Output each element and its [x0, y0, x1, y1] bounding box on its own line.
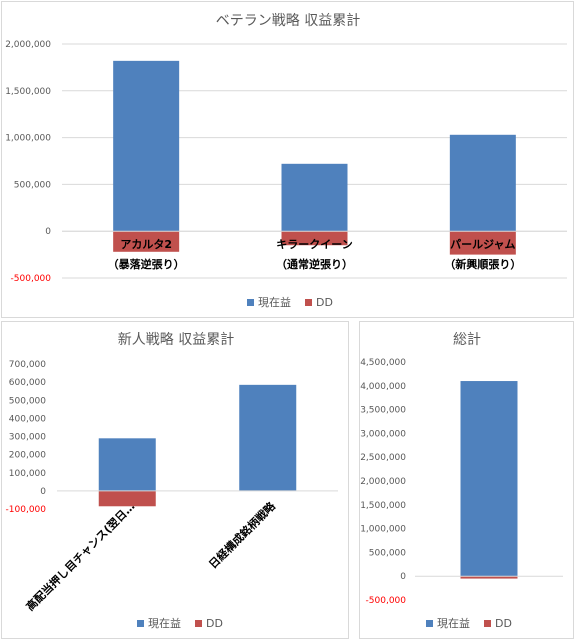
chart-total-svg: 総計 -500,000 0 500,000 1,000,000 1,500,000 2,00… [360, 332, 563, 630]
y-tick-label: -500,000 [366, 596, 407, 606]
profit-bar [281, 163, 348, 232]
legend-label-dd: DD [495, 617, 512, 630]
y-tick-label: 500,000 [369, 548, 406, 558]
y-tick-label: 1,500,000 [5, 87, 51, 97]
legend-label-profit: 現在益 [148, 616, 181, 630]
dd-bar [98, 490, 156, 507]
y-tick-label: 0 [45, 227, 51, 237]
category-label: 日経構成銘柄戦略 [206, 498, 279, 571]
y-tick-label: 1,000,000 [5, 134, 51, 144]
y-tick-label: 700,000 [9, 360, 46, 370]
chart-title: 新人戦略 収益累計 [118, 332, 234, 348]
y-tick-label: -100,000 [6, 505, 47, 515]
y-tick-label: 600,000 [9, 378, 46, 388]
profit-bar [239, 384, 297, 491]
y-tick-label: 2,000,000 [360, 477, 406, 487]
y-tick-label: 400,000 [9, 414, 46, 424]
dd-bar [281, 231, 348, 246]
profit-bar [98, 438, 156, 491]
y-tick-label: 300,000 [9, 433, 46, 443]
category-label: アカルタ2 [120, 238, 172, 251]
dd-bar [449, 231, 516, 255]
dd-bar [113, 231, 180, 252]
y-tick-label: 0 [40, 487, 46, 497]
legend-label-dd: DD [206, 617, 223, 630]
y-tick-label: 4,500,000 [360, 358, 406, 368]
y-tick-label: 2,000,000 [5, 40, 51, 50]
y-tick-label: 2,500,000 [360, 453, 406, 463]
y-tick-label: -500,000 [11, 274, 52, 284]
chart-total: 総計 -500,000 0 500,000 1,000,000 1,500,000 2,00… [359, 321, 574, 639]
y-tick-label: 3,500,000 [360, 406, 406, 416]
y-tick-label: 100,000 [9, 469, 46, 479]
category-label: パールジャム [450, 238, 515, 251]
category-label: キラークイーン [276, 238, 352, 251]
y-tick-label: 500,000 [9, 396, 46, 406]
chart-title: ベテラン戦略 収益累計 [216, 13, 360, 29]
legend-label-dd: DD [316, 296, 333, 309]
y-tick-label: 200,000 [9, 451, 46, 461]
legend-swatch-dd [195, 620, 202, 627]
chart-veteran-strategy: ベテラン戦略 収益累計 -500,000 0 500,000 1,000,000 1,50… [1, 1, 574, 318]
legend-label-profit: 現在益 [437, 616, 470, 630]
y-tick-label: 1,500,000 [360, 501, 406, 511]
y-tick-label: 3,000,000 [360, 429, 406, 439]
y-tick-label: 0 [400, 572, 406, 582]
chart-title: 総計 [453, 332, 481, 348]
legend-swatch-dd [484, 620, 491, 627]
dd-bar [460, 576, 518, 579]
category-label: （通常逆張り） [276, 257, 353, 271]
legend-swatch-dd [305, 299, 312, 306]
chart-veteran-svg: ベテラン戦略 収益累計 -500,000 0 500,000 1,000,000 1,50… [5, 13, 567, 309]
y-tick-label: 4,000,000 [360, 382, 406, 392]
legend-swatch-profit [137, 620, 144, 627]
profit-bar [113, 60, 180, 232]
profit-bar [460, 381, 518, 577]
legend-label-profit: 現在益 [258, 295, 291, 309]
y-tick-label: 1,000,000 [360, 525, 406, 535]
y-tick-label: 500,000 [14, 180, 51, 190]
category-label: （暴落逆張り） [108, 257, 185, 271]
profit-bar [449, 134, 516, 232]
category-label: 高配当押し目チャンス(翌日… [23, 499, 137, 613]
chart-newcomer-svg: 新人戦略 収益累計 -100,000 0 100,000 200,000 300,000 4… [6, 332, 338, 630]
category-label: （新興順張り） [444, 257, 521, 271]
chart-newcomer-strategy: 新人戦略 収益累計 -100,000 0 100,000 200,000 300,000 4… [1, 321, 349, 639]
legend-swatch-profit [426, 620, 433, 627]
legend-swatch-profit [247, 299, 254, 306]
